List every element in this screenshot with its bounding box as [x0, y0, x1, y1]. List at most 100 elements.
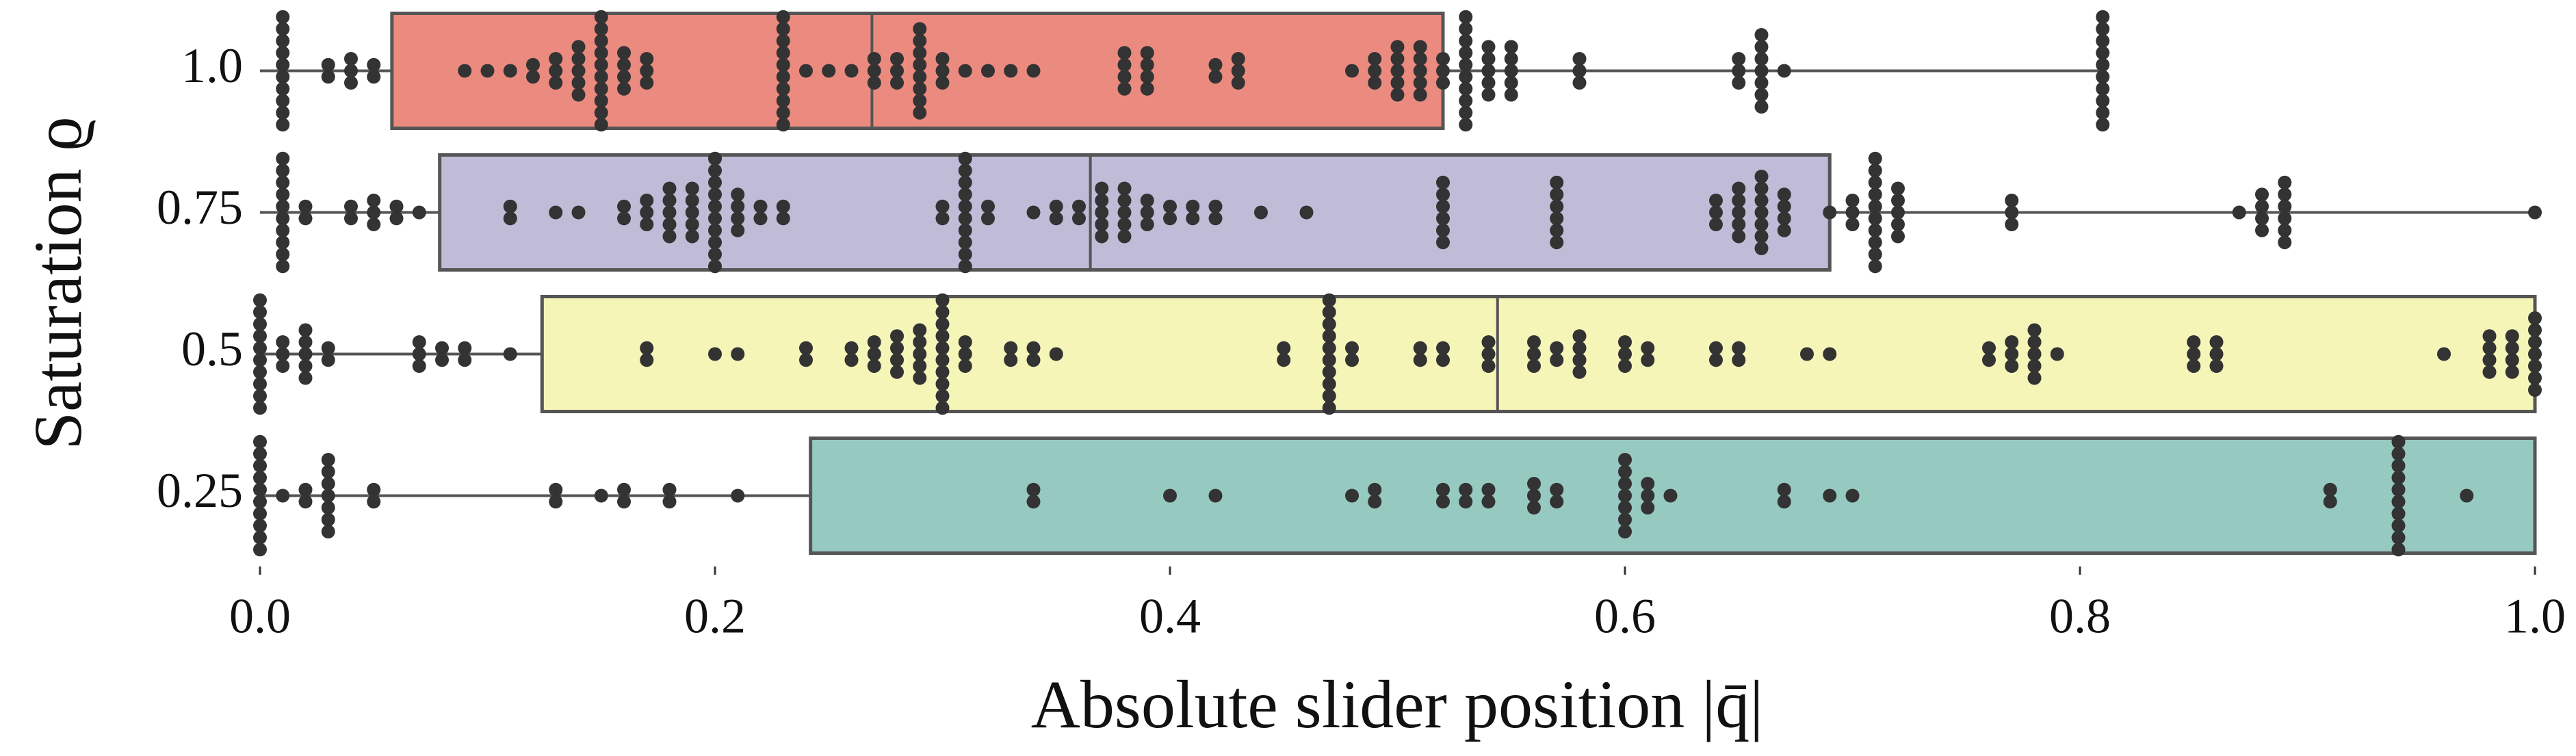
swarm-point [913, 46, 927, 60]
swarm-point [1572, 353, 1587, 367]
swarm-point [276, 175, 290, 190]
swarm-point [367, 495, 381, 509]
swarm-point [276, 335, 290, 349]
swarm-point [2255, 211, 2269, 226]
swarm-point [253, 543, 267, 557]
swarm-point [776, 199, 790, 213]
swarm-point [1459, 70, 1473, 84]
swarm-point [1550, 175, 1564, 190]
swarm-point [1641, 477, 1655, 491]
swarm-point [1026, 205, 1041, 220]
swarm-point [1072, 211, 1086, 226]
swarm-point [253, 519, 267, 533]
swarm-point [640, 353, 654, 367]
swarm-point [844, 353, 859, 367]
swarm-point [958, 223, 972, 237]
swarm-point [549, 482, 563, 497]
swarm-point [799, 341, 813, 355]
swarm-point [1845, 488, 1860, 503]
swarm-point [276, 105, 290, 120]
swarm-point [1459, 105, 1473, 120]
swarm-point [1550, 495, 1564, 509]
swarm-point [253, 401, 267, 415]
swarm-point [1368, 495, 1382, 509]
swarm-point [1754, 76, 1769, 90]
swarm-point [958, 187, 972, 202]
swarm-point [2255, 223, 2269, 237]
swarm-point [1481, 495, 1496, 509]
swarm-point [321, 341, 335, 355]
swarm-point [571, 205, 586, 220]
swarm-point [321, 465, 335, 479]
swarm-point [2096, 94, 2110, 108]
swarm-point [1117, 181, 1132, 196]
swarm-point [2209, 335, 2224, 349]
swarm-point [1436, 223, 1450, 237]
swarm-point [776, 46, 790, 60]
swarm-point [2323, 482, 2337, 497]
swarm-point [1186, 199, 1200, 213]
swarm-point [867, 347, 881, 361]
swarm-point [913, 335, 927, 349]
swarm-point [685, 194, 699, 207]
swarm-point [935, 401, 950, 415]
swarm-point [935, 199, 950, 213]
swarm-point [935, 76, 950, 90]
swarm-point [1732, 64, 1746, 78]
swarm-point [1732, 341, 1746, 355]
swarm-point [708, 259, 722, 274]
swarm-point [2187, 347, 2201, 361]
swarm-point [1618, 501, 1632, 514]
swarm-point [2096, 46, 2110, 60]
swarm-point [890, 76, 904, 90]
swarm-point [276, 81, 290, 96]
swarm-point [344, 211, 358, 226]
swarm-point [1823, 205, 1837, 220]
swarm-point [935, 341, 950, 355]
swarm-point [1095, 205, 1109, 220]
swarm-point [2528, 311, 2542, 325]
swarm-point [1777, 482, 1791, 497]
swarm-point [935, 305, 950, 320]
swarm-point [253, 329, 267, 343]
swarm-point [1026, 495, 1041, 509]
swarm-point [731, 347, 745, 361]
swarm-point [1413, 40, 1427, 54]
swarm-point [1459, 22, 1473, 36]
swarm-point [253, 365, 267, 379]
swarm-point [389, 199, 404, 213]
swarm-point [321, 501, 335, 514]
swarm-point [776, 22, 790, 36]
swarm-point [2005, 335, 2019, 349]
swarm-point [1413, 52, 1427, 66]
swarm-point [2528, 335, 2542, 349]
swarm-point [913, 81, 927, 96]
swarm-point [640, 341, 654, 355]
swarm-point [958, 235, 972, 250]
swarm-point [731, 488, 745, 503]
swarm-point [276, 10, 290, 24]
swarm-point [1026, 64, 1041, 78]
swarm-point [1436, 199, 1450, 213]
swarm-point [1163, 199, 1177, 213]
swarm-point [412, 347, 426, 361]
swarm-point [2096, 10, 2110, 24]
swarm-point [1550, 482, 1564, 497]
swarm-point [549, 495, 563, 509]
swarm-point [1891, 181, 1905, 196]
swarm-point [2027, 347, 2042, 361]
swarm-point [276, 259, 290, 274]
swarm-point [571, 88, 586, 102]
swarm-point [1777, 211, 1791, 226]
swarm-point [708, 235, 722, 250]
swarm-point [389, 211, 404, 226]
swarm-point [1845, 194, 1860, 207]
y-tick-label: 0.5 [181, 322, 243, 376]
swarm-point [276, 34, 290, 48]
swarm-point [276, 211, 290, 226]
swarm-point [1777, 199, 1791, 213]
swarm-point [1618, 488, 1632, 503]
swarm-point [1459, 81, 1473, 96]
swarm-point [1413, 88, 1427, 102]
swarm-point [935, 377, 950, 391]
